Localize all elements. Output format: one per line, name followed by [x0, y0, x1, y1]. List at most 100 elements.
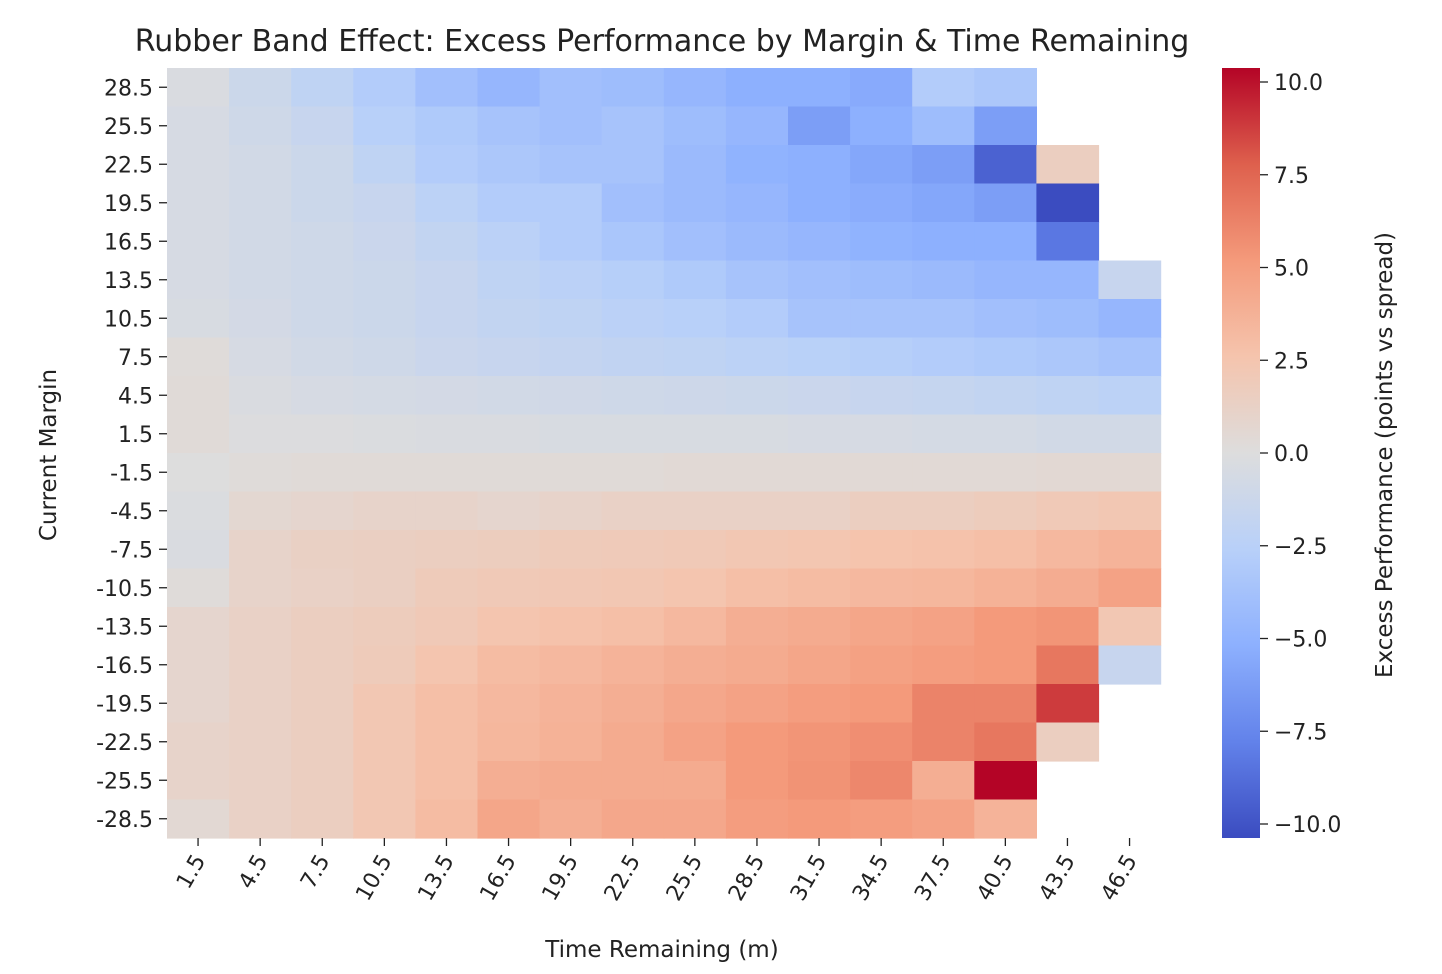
heatmap-cell — [1036, 260, 1100, 300]
heatmap-cell — [539, 453, 603, 493]
heatmap-cell — [974, 68, 1037, 108]
heatmap-cell — [229, 222, 292, 262]
heatmap-cell — [353, 568, 416, 608]
heatmap-cell — [663, 722, 727, 762]
heatmap-cell — [788, 645, 851, 685]
heatmap-cell — [167, 222, 230, 262]
heatmap-cell — [725, 145, 789, 185]
heatmap-cell — [229, 145, 292, 185]
heatmap-cell — [167, 145, 230, 185]
heatmap-cell — [725, 414, 789, 454]
heatmap-cell — [850, 761, 913, 801]
heatmap-cell — [229, 68, 292, 108]
x-tick-label: 43.5 — [1035, 851, 1081, 906]
x-tick-label: 46.5 — [1097, 851, 1143, 906]
heatmap-cell — [229, 491, 292, 531]
heatmap-cell — [663, 799, 727, 839]
heatmap-cell — [850, 491, 913, 531]
heatmap-cell — [229, 761, 292, 801]
heatmap-cell — [291, 607, 354, 647]
heatmap-cell — [974, 799, 1037, 839]
heatmap-cell — [601, 414, 665, 454]
colorbar-tick-label: 7.5 — [1274, 164, 1309, 189]
heatmap-cell — [725, 183, 789, 223]
heatmap-cell — [850, 414, 913, 454]
heatmap-cell — [974, 260, 1037, 300]
heatmap-cell — [291, 145, 354, 185]
heatmap-cell — [291, 491, 354, 531]
heatmap-cell — [850, 68, 913, 108]
heatmap-cell — [353, 645, 416, 685]
heatmap-cell — [229, 106, 292, 146]
heatmap-cell — [725, 722, 789, 762]
heatmap-cell — [850, 568, 913, 608]
heatmap-cell — [663, 299, 727, 339]
heatmap-cell — [974, 145, 1037, 185]
heatmap-cell — [601, 722, 665, 762]
x-tick-label: 7.5 — [296, 851, 335, 894]
heatmap-cell — [167, 337, 230, 377]
heatmap-cell — [1098, 299, 1162, 339]
heatmap-cell — [353, 761, 416, 801]
heatmap-cell — [539, 761, 603, 801]
heatmap-cell — [601, 260, 665, 300]
heatmap-cell — [974, 183, 1037, 223]
heatmap-cell — [539, 722, 603, 762]
heatmap-cell — [663, 530, 727, 570]
x-tick-label: 10.5 — [351, 851, 397, 906]
heatmap-cell — [601, 453, 665, 493]
heatmap-cell — [353, 607, 416, 647]
heatmap-cell — [601, 568, 665, 608]
heatmap-cell — [1036, 145, 1100, 185]
heatmap-cell — [663, 607, 727, 647]
heatmap-cell — [291, 684, 354, 724]
heatmap-cell — [477, 106, 541, 146]
heatmap-cell — [1036, 337, 1100, 377]
heatmap-cell — [477, 222, 541, 262]
heatmap-cell — [415, 183, 479, 223]
heatmap-cell — [601, 645, 665, 685]
heatmap-cell — [415, 68, 479, 108]
heatmap-cell — [353, 530, 416, 570]
heatmap-cell — [850, 376, 913, 416]
heatmap-cell — [601, 145, 665, 185]
heatmap-cell — [663, 337, 727, 377]
y-axis-label: Current Margin — [36, 369, 62, 541]
heatmap-cell — [291, 183, 354, 223]
heatmap-cell — [1036, 376, 1100, 416]
heatmap-cell — [725, 106, 789, 146]
heatmap-cell — [353, 222, 416, 262]
heatmap-cell — [291, 568, 354, 608]
heatmap-cell — [974, 106, 1037, 146]
y-tick-label: 4.5 — [118, 384, 153, 409]
heatmap-cell — [353, 145, 416, 185]
heatmap-cell — [229, 568, 292, 608]
heatmap-cell — [353, 183, 416, 223]
heatmap-cell — [663, 568, 727, 608]
heatmap-cell — [663, 260, 727, 300]
heatmap-cell — [477, 722, 541, 762]
heatmap-cell — [788, 183, 851, 223]
heatmap-cell — [912, 722, 975, 762]
heatmap-cell — [353, 106, 416, 146]
y-tick-label: -1.5 — [110, 461, 153, 486]
heatmap-cell — [477, 761, 541, 801]
x-tick-label: 37.5 — [910, 851, 956, 906]
heatmap-cell — [912, 145, 975, 185]
heatmap-cell — [788, 337, 851, 377]
heatmap-cell — [725, 337, 789, 377]
y-tick-label: 7.5 — [118, 346, 153, 371]
heatmap-cell — [167, 376, 230, 416]
heatmap-cell — [167, 568, 230, 608]
y-tick-label: 19.5 — [104, 192, 153, 217]
heatmap-cell — [912, 761, 975, 801]
heatmap-cell — [229, 337, 292, 377]
heatmap-cell — [353, 299, 416, 339]
heatmap-cell — [663, 68, 727, 108]
heatmap-cell — [415, 530, 479, 570]
heatmap-cell — [788, 145, 851, 185]
heatmap-cell — [601, 222, 665, 262]
heatmap-cell — [788, 684, 851, 724]
heatmap-cell — [850, 337, 913, 377]
heatmap-cell — [912, 684, 975, 724]
